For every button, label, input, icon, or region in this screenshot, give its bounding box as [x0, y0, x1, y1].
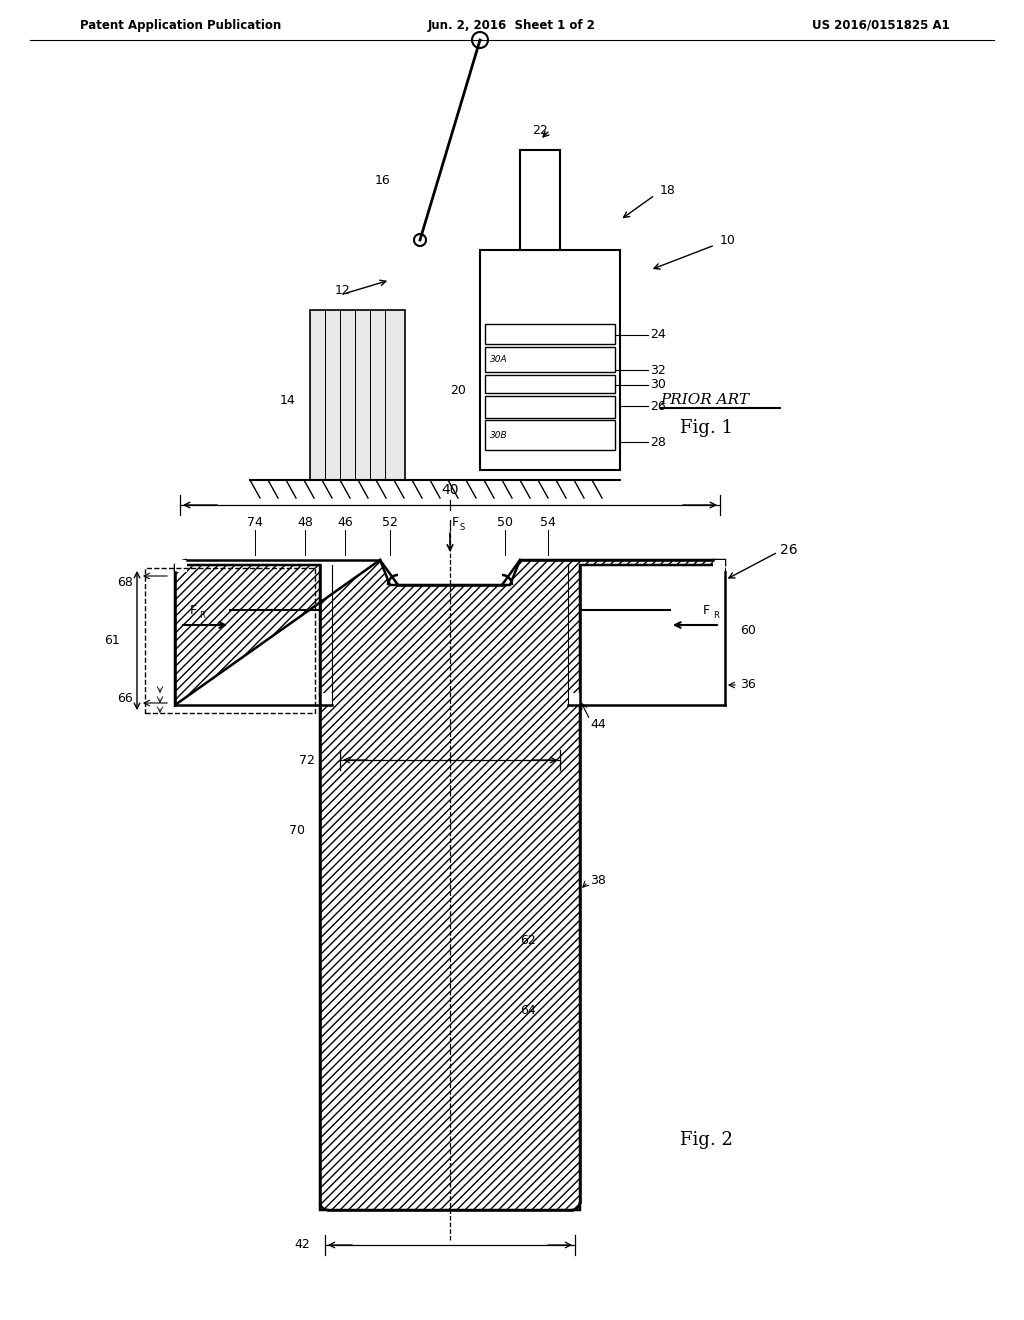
Text: Jun. 2, 2016  Sheet 1 of 2: Jun. 2, 2016 Sheet 1 of 2 — [428, 18, 596, 32]
Text: Patent Application Publication: Patent Application Publication — [80, 18, 282, 32]
Text: 72: 72 — [299, 754, 315, 767]
Text: 10: 10 — [720, 234, 736, 247]
Text: 18: 18 — [660, 183, 676, 197]
Text: 60: 60 — [740, 623, 756, 636]
Text: US 2016/0151825 A1: US 2016/0151825 A1 — [812, 18, 950, 32]
Text: R: R — [199, 610, 205, 619]
Text: 14: 14 — [280, 393, 295, 407]
Bar — [319, 693, 332, 705]
Text: 32: 32 — [650, 363, 666, 376]
Circle shape — [414, 234, 426, 246]
Text: 52: 52 — [382, 516, 398, 528]
Bar — [485, 347, 615, 372]
Text: 54: 54 — [540, 516, 556, 528]
Text: Fig. 2: Fig. 2 — [680, 1131, 733, 1148]
Text: F: F — [190, 603, 198, 616]
Text: 36: 36 — [740, 678, 756, 692]
Text: F: F — [702, 603, 710, 616]
Text: S: S — [460, 523, 465, 532]
Text: 61: 61 — [104, 634, 120, 647]
Text: 38: 38 — [590, 874, 606, 887]
Text: 20: 20 — [451, 384, 466, 396]
Text: 68: 68 — [117, 577, 133, 590]
Text: 48: 48 — [297, 516, 313, 528]
Text: 40: 40 — [441, 483, 459, 498]
Text: 66: 66 — [118, 692, 133, 705]
Text: PRIOR ART: PRIOR ART — [660, 393, 749, 407]
Bar — [713, 560, 725, 572]
Text: 26: 26 — [650, 400, 666, 412]
Text: 30A: 30A — [490, 355, 508, 364]
Text: 46: 46 — [337, 516, 353, 528]
Polygon shape — [175, 560, 725, 1210]
Text: Fig. 1: Fig. 1 — [680, 418, 733, 437]
Text: 24: 24 — [650, 329, 666, 342]
Text: 70: 70 — [289, 824, 305, 837]
Bar — [485, 323, 615, 345]
Text: 74: 74 — [247, 516, 263, 528]
Text: 26: 26 — [780, 543, 798, 557]
Text: 42: 42 — [294, 1238, 310, 1251]
Bar — [520, 150, 560, 249]
Text: 30B: 30B — [490, 430, 508, 440]
Text: 22: 22 — [532, 124, 548, 136]
Text: 28: 28 — [650, 436, 666, 449]
Bar — [145, 568, 315, 713]
Text: 16: 16 — [374, 173, 390, 186]
Text: 50: 50 — [497, 516, 513, 528]
Text: 64: 64 — [520, 1003, 536, 1016]
Bar — [310, 310, 406, 480]
Circle shape — [472, 32, 488, 48]
Text: 12: 12 — [334, 284, 350, 297]
Bar — [480, 249, 620, 470]
Bar — [485, 375, 615, 393]
Text: F: F — [452, 516, 459, 528]
Bar — [568, 693, 580, 705]
Text: 62: 62 — [520, 933, 536, 946]
Text: R: R — [713, 610, 719, 619]
Text: 44: 44 — [590, 718, 606, 731]
Text: 30: 30 — [650, 379, 666, 392]
Bar — [485, 396, 615, 418]
Bar — [175, 560, 187, 572]
Bar — [485, 420, 615, 450]
